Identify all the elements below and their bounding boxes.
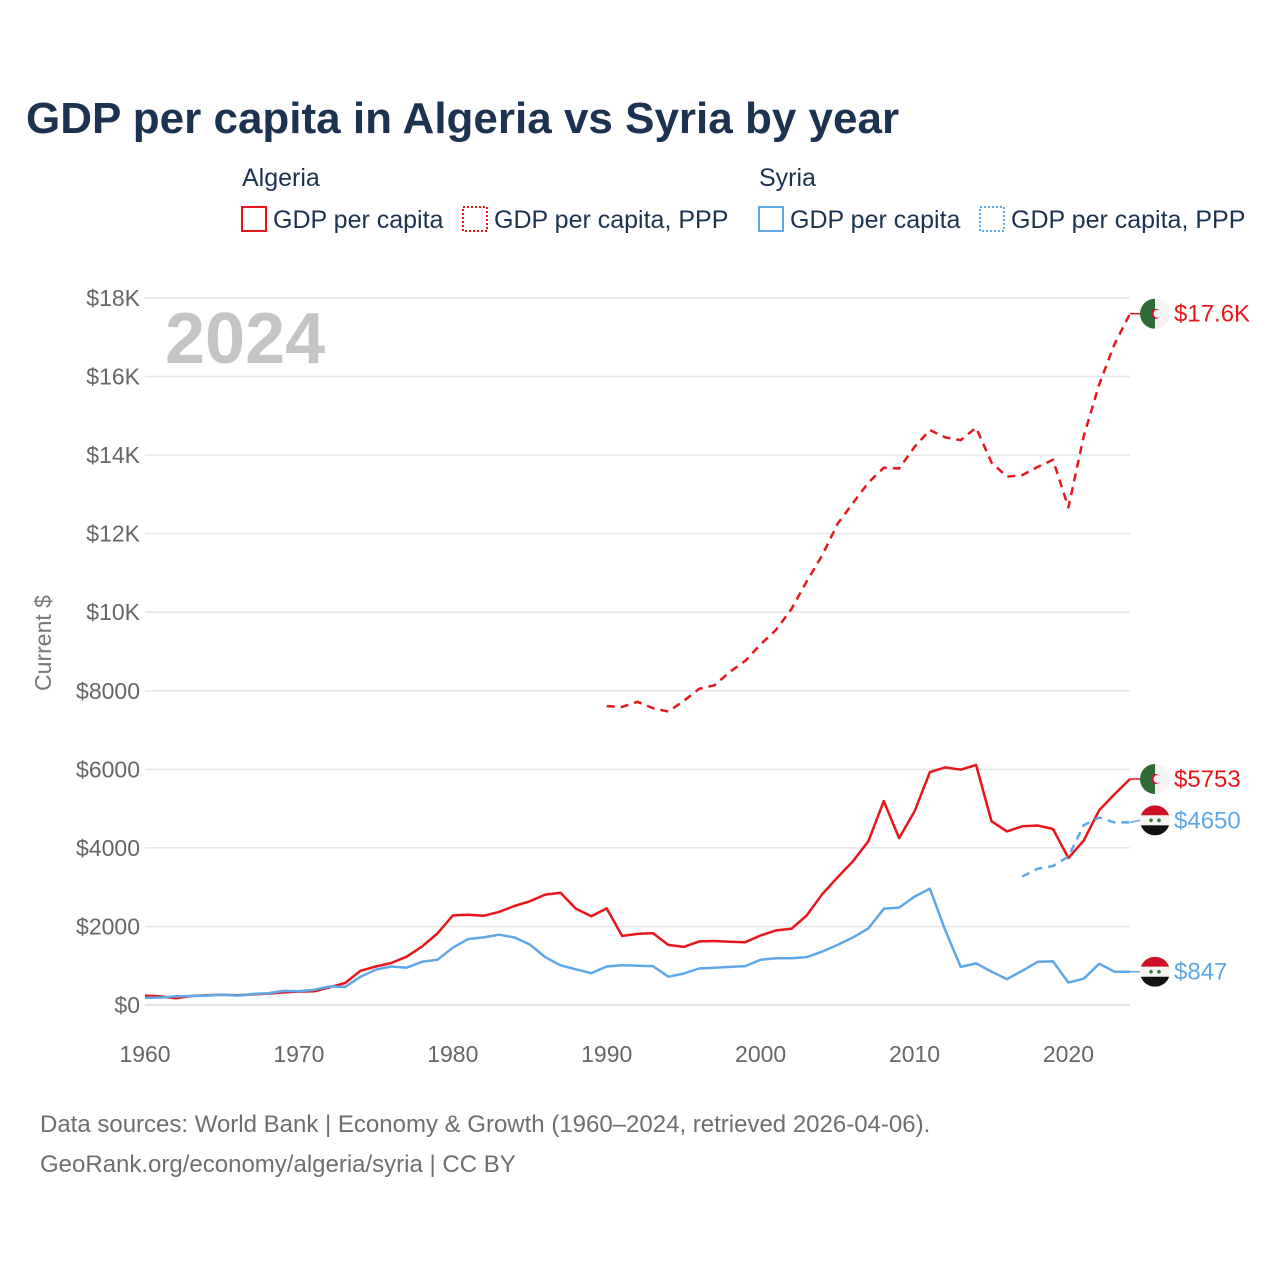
series-line-algeria-gdp-per-capita-ppp — [606, 313, 1132, 713]
algeria-flag-icon — [1140, 298, 1170, 329]
series — [144, 313, 1132, 1000]
end-label-value: $5753 — [1174, 766, 1241, 793]
legend-label-algeria-gdp: GDP per capita — [273, 206, 444, 234]
x-tick-label: 2000 — [735, 1041, 786, 1067]
syria-flag-icon — [1140, 956, 1170, 987]
y-tick-label: $6000 — [76, 756, 140, 782]
legend-label-algeria-ppp: GDP per capita, PPP — [494, 206, 728, 234]
source-line-1: Data sources: World Bank | Economy & Gro… — [40, 1111, 930, 1138]
y-axis-ticks: $0 $2000 $4000 $6000 $8000 $10K $12K $14K $16K $1… — [76, 285, 141, 1018]
series-line-syria-gdp-per-capita-ppp — [1021, 816, 1130, 878]
x-tick-label: 2010 — [889, 1041, 940, 1067]
y-tick-label: $8000 — [76, 678, 140, 704]
x-tick-label: 1990 — [581, 1041, 632, 1067]
y-tick-label: $4000 — [76, 835, 140, 861]
y-tick-label: $12K — [86, 521, 140, 547]
end-label-value: $4650 — [1174, 807, 1241, 834]
legend-label-syria-ppp: GDP per capita, PPP — [1011, 206, 1245, 234]
legend-group-algeria: Algeria — [242, 164, 320, 192]
y-tick-label: $10K — [86, 599, 140, 625]
y-tick-label: $2000 — [76, 913, 140, 939]
legend: Algeria GDP per capita GDP per capita, P… — [241, 164, 1245, 234]
y-axis-label: Current $ — [30, 595, 56, 691]
syria-flag-icon — [1140, 805, 1170, 836]
grid — [145, 297, 1130, 1006]
legend-label-syria-gdp: GDP per capita — [790, 206, 961, 234]
chart-title: GDP per capita in Algeria vs Syria by ye… — [26, 94, 899, 143]
x-tick-label: 1970 — [273, 1041, 324, 1067]
x-axis-ticks: 1960 1970 1980 1990 2000 2010 2020 — [119, 1041, 1094, 1067]
legend-swatch-syria-ppp — [979, 206, 1005, 232]
y-tick-label: $0 — [114, 992, 140, 1018]
x-tick-label: 1980 — [427, 1041, 478, 1067]
x-tick-label: 1960 — [119, 1041, 170, 1067]
legend-swatch-syria-gdp — [758, 206, 784, 232]
end-label-value: $847 — [1174, 959, 1227, 986]
year-watermark: 2024 — [165, 299, 325, 379]
legend-swatch-algeria-ppp — [462, 206, 488, 232]
algeria-flag-icon — [1140, 764, 1170, 795]
x-tick-label: 2020 — [1043, 1041, 1094, 1067]
y-tick-label: $16K — [86, 364, 140, 390]
source-line-2: GeoRank.org/economy/algeria/syria | CC B… — [40, 1151, 516, 1178]
end-labels: $5753 $17.6K $847 $4650 — [1129, 298, 1250, 987]
y-tick-label: $14K — [86, 442, 140, 468]
y-tick-label: $18K — [86, 285, 140, 311]
end-label-value: $17.6K — [1174, 301, 1250, 328]
end-label-connector — [1129, 819, 1141, 824]
legend-swatch-algeria-gdp — [241, 206, 267, 232]
series-line-algeria-gdp-per-capita — [144, 763, 1131, 1000]
series-line-syria-gdp-per-capita — [144, 887, 1130, 1000]
legend-group-syria: Syria — [759, 164, 816, 192]
